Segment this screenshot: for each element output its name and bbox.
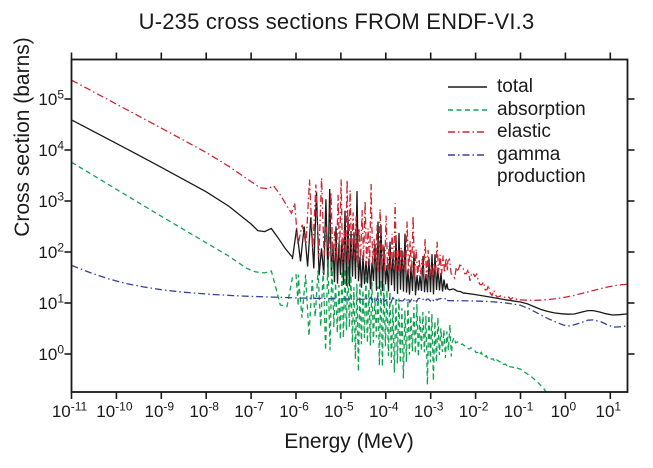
tick-label: 10-10 — [96, 400, 133, 422]
legend-item-total: total — [448, 76, 533, 98]
legend-label-total: total — [497, 76, 533, 97]
legend-item-gamma-production: gamma production — [448, 144, 586, 187]
series-absorption — [71, 161, 548, 392]
tick-label: 10-5 — [324, 400, 354, 422]
tick-label: 10-11 — [52, 400, 88, 422]
tick-label: 10-2 — [459, 400, 489, 422]
tick-label: 102 — [38, 241, 64, 263]
tick-label: 105 — [38, 88, 64, 110]
tick-label: 103 — [38, 190, 64, 212]
tick-label: 10-9 — [145, 400, 175, 422]
y-axis-title-wrap: Cross section (barns) — [11, 24, 55, 250]
tick-label: 10-3 — [414, 400, 444, 422]
tick-label: 10-1 — [504, 400, 534, 422]
legend-label-gamma-production: gamma production — [497, 144, 586, 188]
series-gamma-production — [71, 264, 628, 328]
tick-label: 10-6 — [279, 400, 309, 422]
tick-label: 10-7 — [234, 400, 264, 422]
legend-sample-line-elastic — [448, 131, 487, 133]
ticks-layer — [64, 52, 635, 399]
series-elastic — [71, 79, 628, 301]
legend-sample-line-gamma — [448, 154, 487, 156]
legend-label-gamma-line1: gamma — [497, 144, 561, 165]
tick-label: 101 — [595, 400, 621, 422]
tick-label: 101 — [38, 292, 64, 314]
tick-label: 10-8 — [189, 400, 219, 422]
chart-title: U-235 cross sections FROM ENDF-VI.3 — [138, 9, 535, 34]
tick-label: 10-4 — [369, 400, 399, 422]
legend-item-absorption: absorption — [448, 99, 586, 121]
legend-label-absorption: absorption — [497, 99, 586, 120]
x-axis-title: Energy (MeV) — [284, 430, 414, 453]
legend-label-gamma-line2: production — [497, 166, 586, 187]
curves-layer — [71, 79, 628, 392]
plot-frame — [70, 58, 629, 393]
tick-labels-layer: 10-11 10-10 10-9 10-8 10-7 10-6 10-5 10-4 10-3 10… — [38, 88, 621, 422]
tick-label: 104 — [38, 139, 64, 161]
tick-label: 100 — [551, 400, 577, 422]
legend-label-elastic: elastic — [497, 121, 551, 142]
legend-sample-line-total — [448, 86, 487, 88]
y-axis-title: Cross section (barns) — [11, 37, 34, 237]
legend-item-elastic: elastic — [448, 121, 551, 143]
legend-sample-line-absorption — [448, 109, 487, 111]
tick-label: 100 — [38, 343, 64, 365]
